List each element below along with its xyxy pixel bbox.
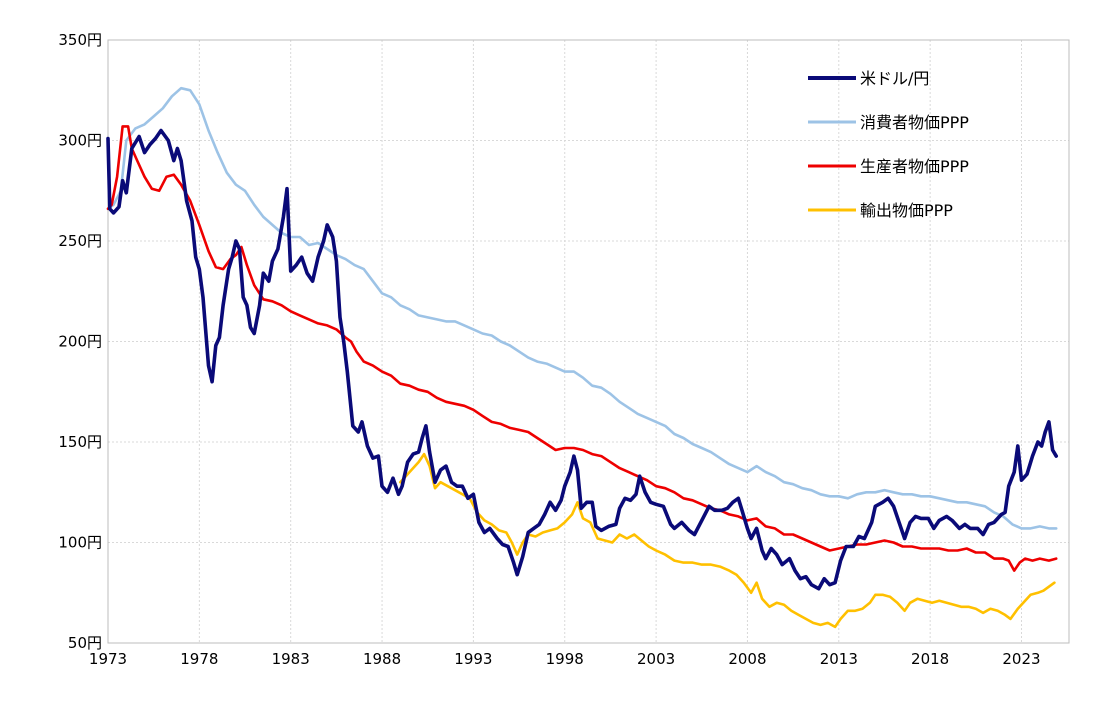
grid-lines xyxy=(108,40,1069,643)
x-tick-label: 2008 xyxy=(728,650,766,668)
legend-label: 消費者物価PPP xyxy=(860,113,969,132)
series-line-2 xyxy=(106,86,1058,530)
x-tick-label: 1998 xyxy=(546,650,584,668)
series-line-4 xyxy=(399,452,1056,629)
y-tick-label: 50円 xyxy=(68,634,102,652)
y-tick-label: 300円 xyxy=(58,132,102,150)
legend-label: 輸出物価PPP xyxy=(860,201,953,220)
x-tick-label: 1983 xyxy=(272,650,310,668)
x-tick-label: 2013 xyxy=(820,650,858,668)
y-tick-label: 350円 xyxy=(58,31,102,49)
series-group xyxy=(106,86,1058,629)
series-line-3 xyxy=(106,125,1058,572)
y-tick-label: 100円 xyxy=(58,534,102,552)
x-tick-label: 1978 xyxy=(180,650,218,668)
x-axis-tick-labels: 1973 1978 1983 1988 1993 1998 2003 2008 2013 2018… xyxy=(89,650,1041,668)
x-tick-label: 2003 xyxy=(637,650,675,668)
y-tick-label: 200円 xyxy=(58,333,102,351)
legend-label: 生産者物価PPP xyxy=(860,157,969,176)
y-tick-label: 250円 xyxy=(58,232,102,250)
x-tick-label: 2018 xyxy=(911,650,949,668)
x-tick-label: 1993 xyxy=(454,650,492,668)
legend-label: 米ドル/円 xyxy=(860,69,929,88)
x-tick-label: 1973 xyxy=(89,650,127,668)
x-tick-label: 1988 xyxy=(363,650,401,668)
y-tick-label: 150円 xyxy=(58,433,102,451)
plot-area-frame xyxy=(107,39,1070,644)
x-tick-label: 2023 xyxy=(1002,650,1040,668)
series-line-1 xyxy=(106,128,1058,591)
y-axis-tick-labels: 50円 100円 150円 200円 250円 300円 350円 xyxy=(58,31,102,652)
